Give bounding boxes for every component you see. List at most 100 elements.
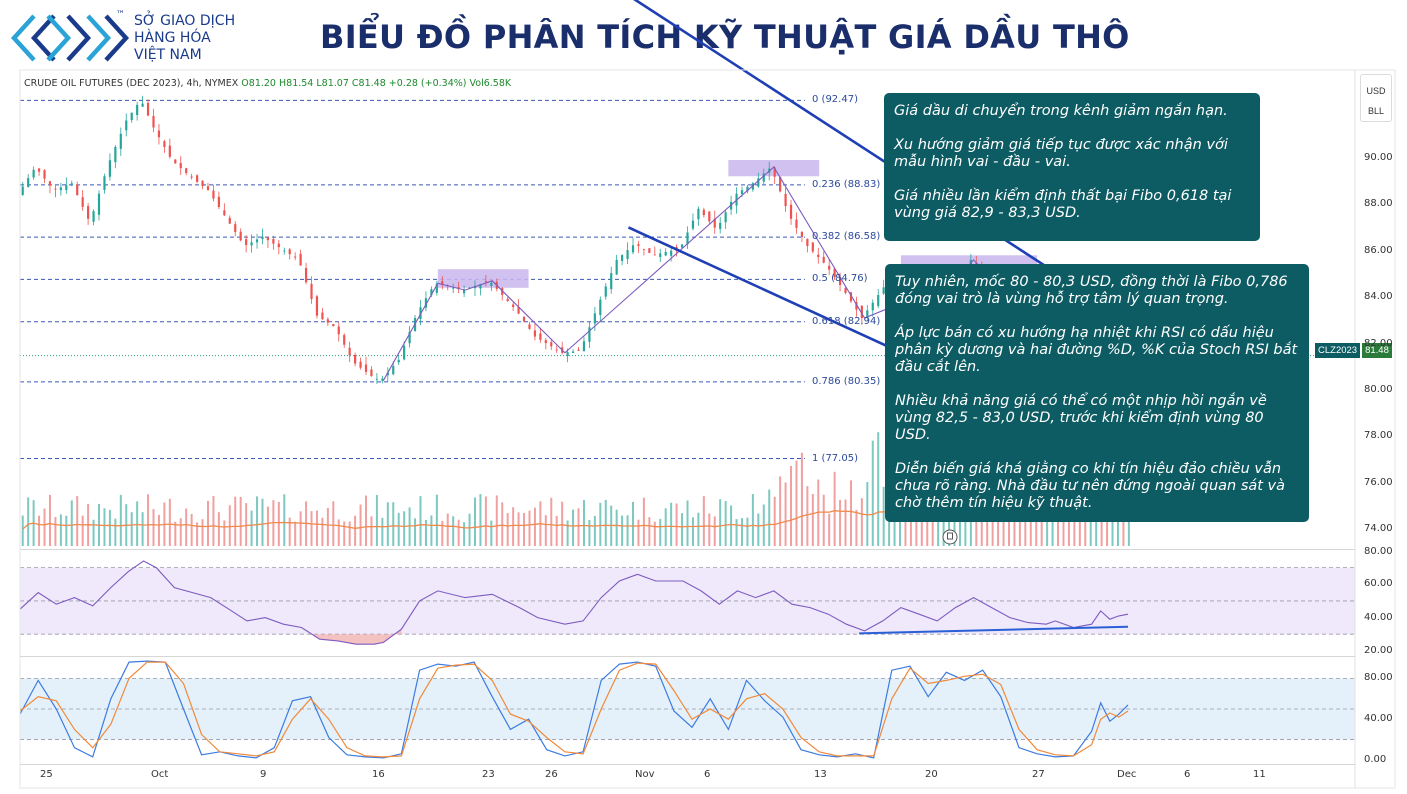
y-tick-label: 84.00	[1364, 291, 1393, 303]
volume-bar	[572, 509, 575, 546]
volume-bar	[681, 513, 684, 546]
volume-bar	[277, 501, 280, 546]
candle	[544, 338, 547, 350]
volume-bar	[217, 512, 220, 546]
volume-bar	[174, 521, 177, 546]
volume-bar	[555, 515, 558, 546]
volume-bar	[768, 489, 771, 546]
volume-bar	[239, 496, 242, 546]
candle	[386, 367, 389, 382]
ticker-info: CRUDE OIL FUTURES (DEC 2023), 4h, NYMEX …	[24, 78, 511, 89]
analysis-note-2: Tuy nhiên, mốc 80 - 80,3 USD, đồng thời …	[885, 264, 1309, 522]
candle	[43, 168, 46, 184]
candle	[190, 173, 193, 180]
candle	[114, 145, 117, 169]
candle	[87, 202, 90, 225]
candle-body	[430, 289, 433, 296]
volume-bar	[168, 498, 171, 546]
candle	[746, 184, 749, 194]
candle	[817, 247, 820, 264]
candle	[37, 167, 41, 176]
candle	[441, 276, 444, 290]
candle	[642, 248, 646, 256]
candle-body	[479, 283, 482, 289]
volume-bar	[370, 516, 373, 546]
candle-body	[392, 366, 395, 375]
volume-bar	[484, 496, 487, 546]
volume-bar	[130, 512, 133, 546]
ticker-high: H81.54	[279, 78, 314, 89]
candle-body	[283, 250, 286, 252]
volume-bar	[190, 513, 193, 546]
price-tag-value: 81.48	[1362, 343, 1392, 358]
candle	[779, 176, 782, 193]
candle	[479, 283, 482, 296]
candle-body	[664, 252, 667, 256]
y-tick-label: 86.00	[1364, 244, 1393, 256]
candle	[277, 240, 280, 255]
x-tick-label: 6	[704, 769, 711, 780]
note-paragraph: Giá nhiều lần kiểm định thất bại Fibo 0,…	[894, 188, 1232, 221]
volume-bar	[730, 505, 733, 546]
candle-body	[659, 253, 662, 258]
volume-bar	[621, 515, 624, 546]
volume-bar	[866, 482, 869, 546]
volume-bar	[446, 513, 449, 546]
y-tick-label: 40.00	[1364, 611, 1393, 623]
candle	[92, 209, 95, 226]
candle	[228, 215, 231, 224]
candle	[250, 234, 253, 253]
chart-frame	[19, 69, 1396, 789]
ticker-open: O81.20	[241, 78, 276, 89]
volume-bar	[806, 486, 809, 546]
candle-body	[185, 168, 188, 174]
volume-bar	[430, 515, 433, 546]
candle	[304, 262, 308, 285]
volume-bar	[626, 515, 629, 546]
volume-bar	[790, 465, 793, 546]
candle-body	[648, 248, 651, 253]
volume-bar	[637, 519, 640, 546]
unit-selector[interactable]: USD BLL	[1360, 74, 1392, 122]
ticker-close: C81.48	[351, 78, 386, 89]
volume-bar	[523, 513, 526, 546]
candle-body	[512, 304, 515, 308]
candle	[157, 124, 161, 145]
x-tick-label: Nov	[635, 769, 655, 780]
candle-body	[691, 220, 695, 229]
candle-body	[408, 331, 411, 344]
candle-body	[223, 210, 226, 216]
candle-body	[108, 160, 112, 177]
candle	[130, 112, 133, 123]
candle	[103, 173, 106, 194]
candle-body	[65, 185, 68, 191]
candle-body	[566, 352, 569, 357]
candle-body	[97, 193, 101, 215]
volume-bar	[48, 494, 51, 546]
volume-bar	[724, 501, 727, 546]
volume-bar	[593, 515, 596, 546]
candle-body	[343, 335, 346, 345]
time-scroll-icon[interactable]	[942, 529, 958, 545]
candle-body	[773, 167, 776, 177]
candle-body	[277, 243, 280, 248]
candle	[266, 236, 270, 249]
x-tick-label: 25	[40, 769, 53, 780]
candle-body	[740, 190, 744, 194]
candle-body	[702, 209, 705, 216]
candle	[381, 375, 384, 384]
candle	[822, 251, 825, 264]
candle-body	[174, 159, 177, 164]
candle-body	[882, 287, 885, 294]
volume-bar	[326, 507, 329, 546]
volume-bar	[719, 499, 722, 546]
x-tick-label: 6	[1184, 769, 1191, 780]
candle-body	[250, 242, 253, 246]
candle	[648, 248, 651, 254]
candle	[800, 231, 804, 243]
candle	[163, 139, 166, 153]
volume-bar	[773, 496, 776, 546]
x-tick-label: Oct	[151, 769, 169, 780]
volume-bar	[877, 432, 880, 546]
